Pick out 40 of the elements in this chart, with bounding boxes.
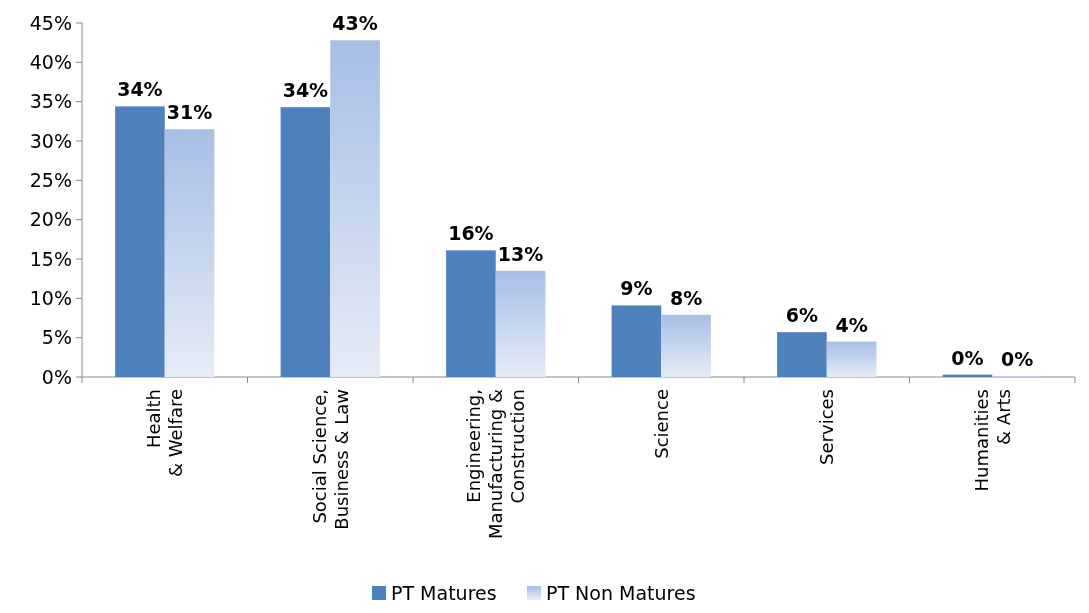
y-tick-label: 0% [41, 365, 72, 388]
data-label: 6% [785, 304, 819, 327]
data-label: 34% [282, 79, 329, 102]
x-tick-label: Services [816, 389, 838, 465]
data-label: 43% [332, 12, 378, 35]
data-label: 0% [951, 346, 984, 369]
data-label: 4% [835, 313, 868, 336]
data-label: 31% [166, 101, 213, 124]
y-tick-label: 45% [29, 11, 72, 34]
bar [661, 314, 711, 377]
y-tick-label: 30% [29, 129, 72, 152]
data-label: 9% [620, 277, 653, 300]
bar [777, 332, 827, 377]
x-tick-label: Social Science, Business & Law [308, 389, 352, 530]
bar [611, 305, 662, 377]
legend-label: PT Matures [391, 581, 497, 604]
data-label: 13% [497, 242, 544, 265]
bar [280, 107, 331, 377]
y-tick-label: 5% [41, 326, 72, 349]
y-tick-label: 35% [29, 90, 72, 113]
y-tick-label: 10% [29, 286, 72, 309]
x-tick-label: Science [650, 389, 672, 459]
y-tick-label: 25% [29, 168, 72, 191]
y-tick-label: 15% [29, 247, 72, 270]
bar [115, 106, 165, 377]
x-tick-label: Humanities & Arts [970, 389, 1014, 492]
data-label: 34% [117, 78, 163, 101]
bar [495, 270, 546, 377]
x-tick-label: Health & Welfare [143, 389, 187, 478]
bar [446, 250, 496, 377]
y-tick-label: 40% [29, 50, 72, 73]
x-tick-label: Engineering, Manufacturing & Construction [463, 389, 529, 540]
bar [826, 341, 877, 377]
bar [164, 129, 215, 377]
data-label: 0% [1000, 348, 1034, 371]
bar [330, 40, 380, 377]
y-tick-label: 20% [29, 208, 72, 231]
legend-label: PT Non Matures [546, 581, 696, 604]
data-label: 8% [669, 286, 703, 309]
data-label: 16% [448, 222, 494, 245]
